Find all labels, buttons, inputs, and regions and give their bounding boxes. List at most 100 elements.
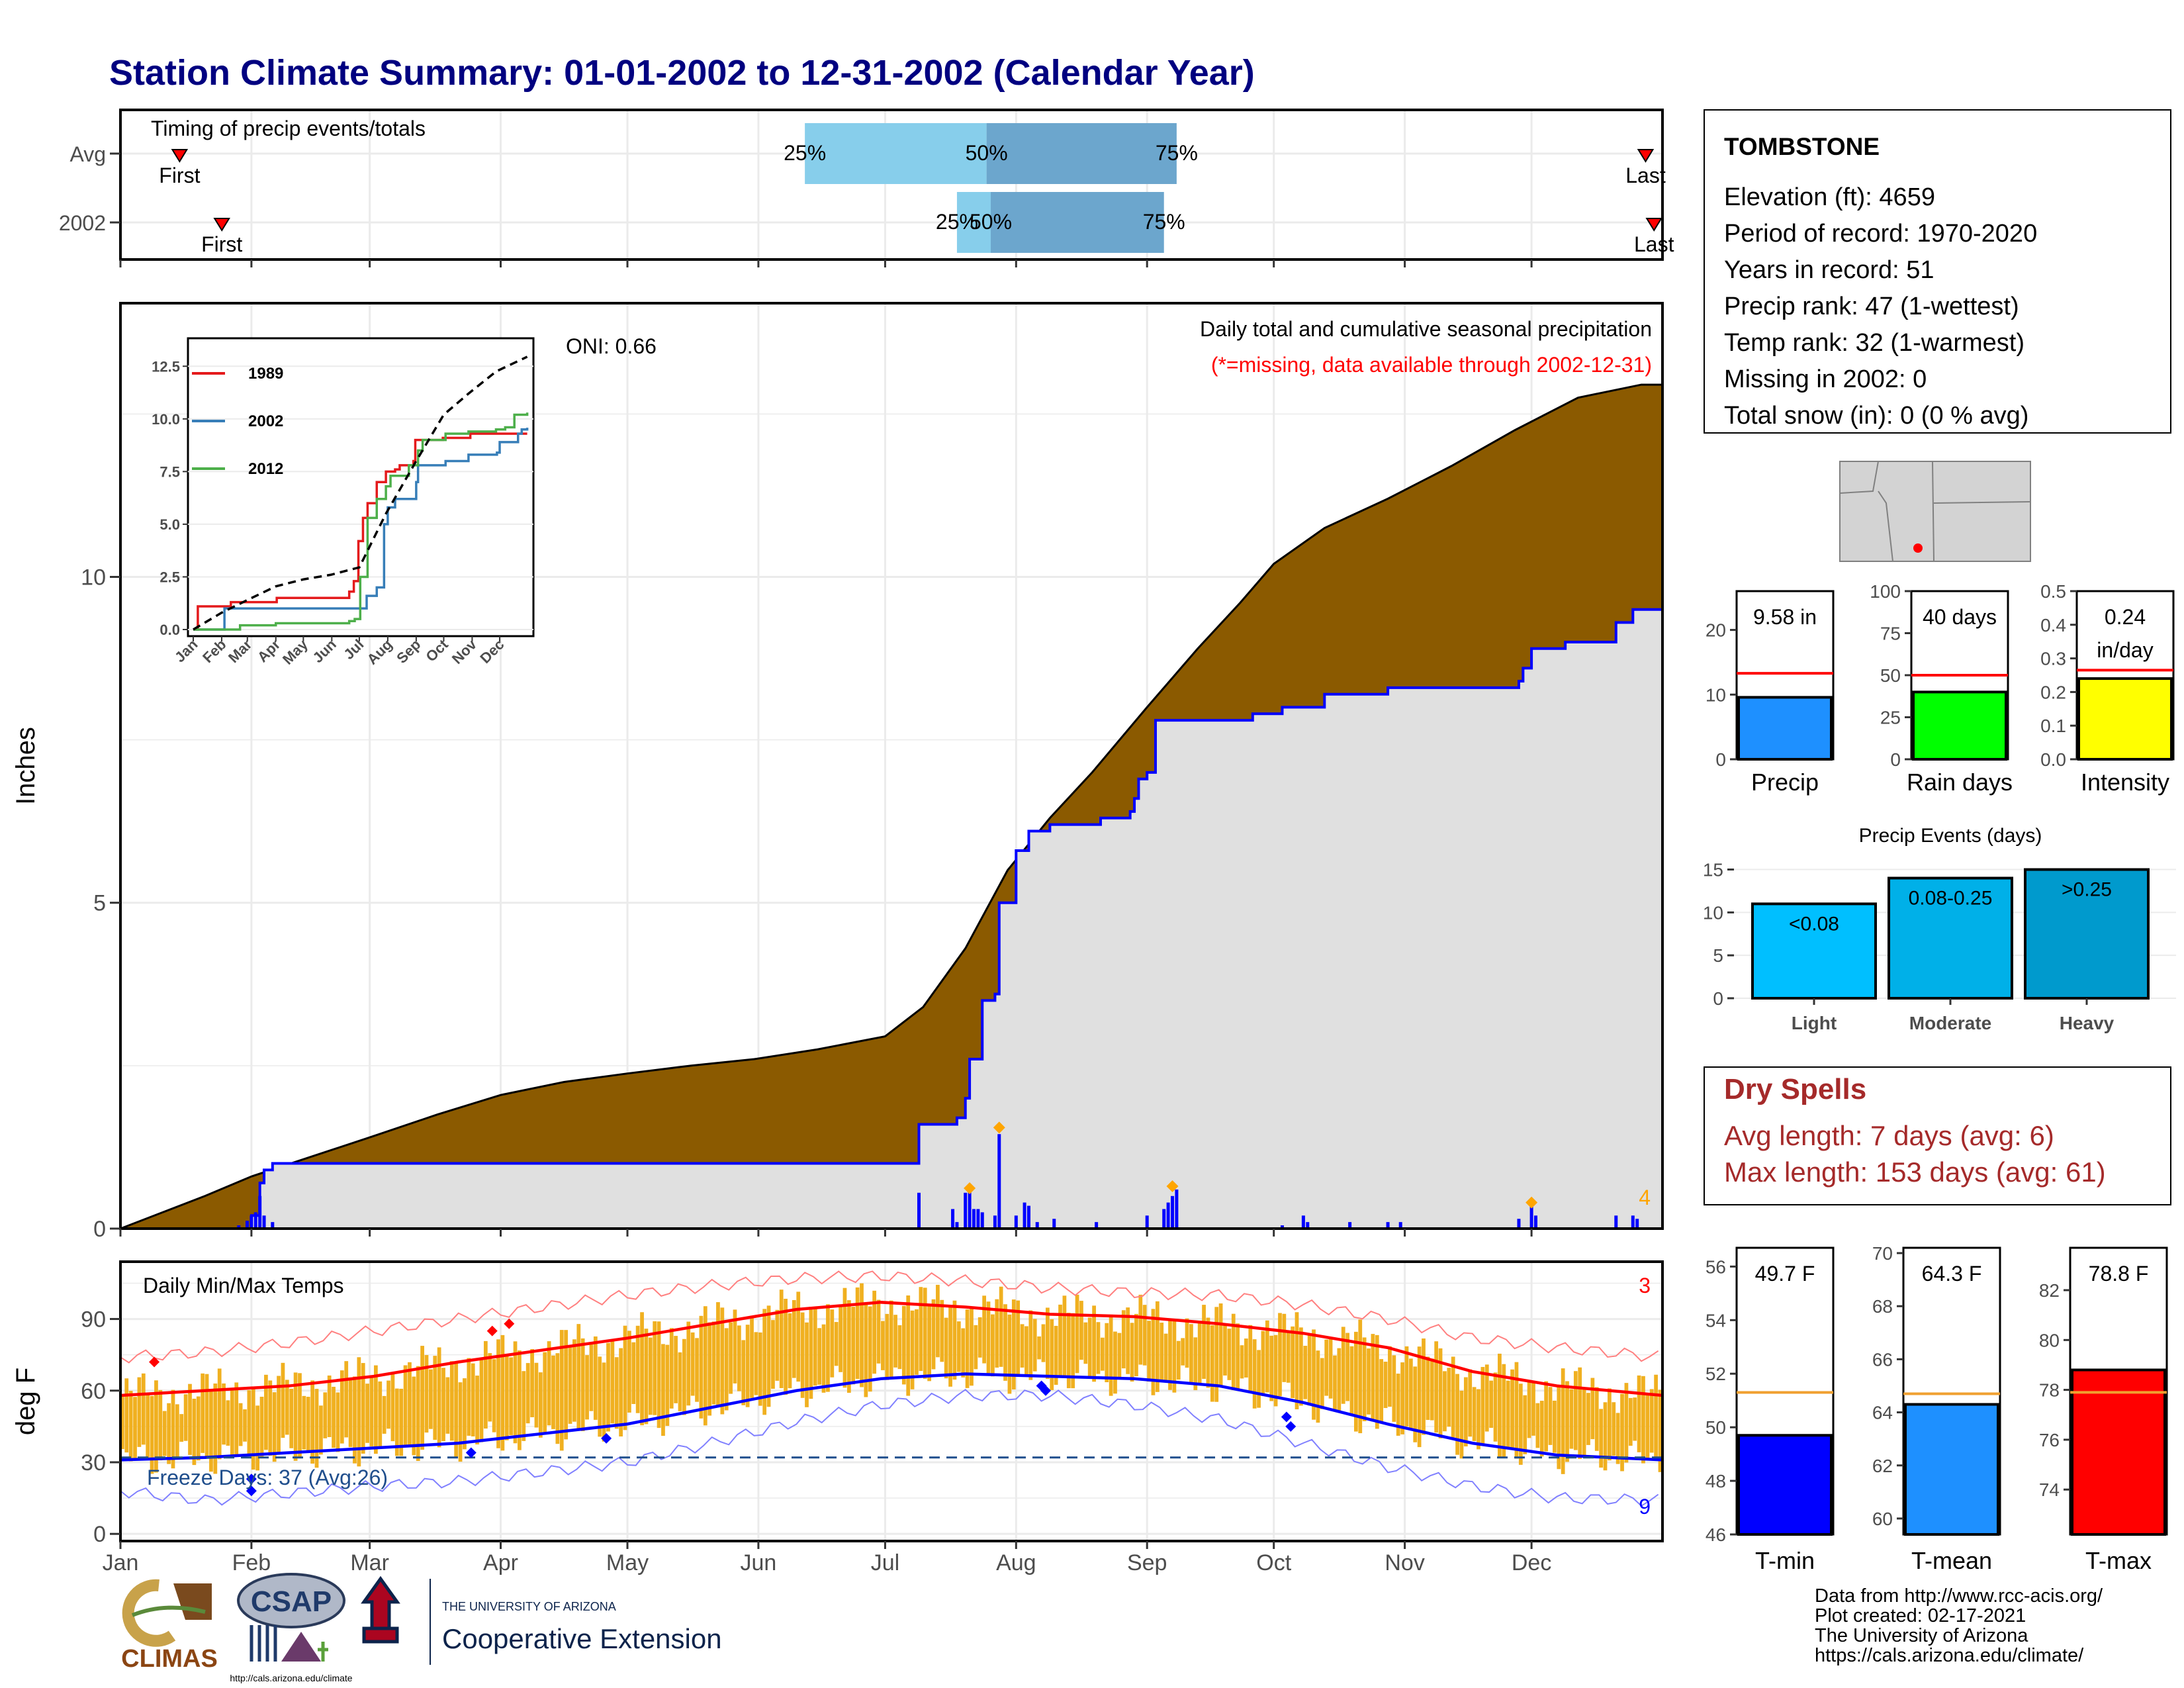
station-info-line: Missing in 2002: 0 <box>1724 365 1927 393</box>
daily-temp-bar <box>1278 1313 1282 1397</box>
temperature-summary-bars: 49.7 F T-min 46 48 50 52 54 56 64.3 F T-mean 60 62 6… <box>1706 1243 2168 1574</box>
record-low-marker <box>246 1485 257 1497</box>
daily-temp-bar <box>1083 1322 1088 1364</box>
logos: CLIMAS CSAP http://cals.arizona.edu/clim… <box>121 1573 722 1683</box>
timing-p75-label: 75% <box>1156 141 1198 165</box>
record-high-marker <box>486 1325 498 1336</box>
daily-temp-bar <box>551 1355 555 1429</box>
daily-temp-bar <box>872 1290 877 1374</box>
daily-temp-bar <box>137 1377 142 1447</box>
daily-temp-bar <box>1244 1338 1248 1378</box>
last-event-marker <box>1645 218 1663 232</box>
daily-temp-bar <box>522 1371 526 1441</box>
month-label: Apr <box>483 1550 518 1575</box>
daily-temp-bar <box>1523 1395 1527 1454</box>
timing-bar-lower <box>956 192 991 253</box>
daily-temp-bar <box>1447 1368 1451 1427</box>
daily-temp-bar <box>1261 1331 1265 1397</box>
daily-temp-bar <box>919 1287 923 1372</box>
daily-temp-bar <box>1400 1362 1404 1434</box>
timing-bar-upper <box>991 192 1164 253</box>
daily-precip-bar <box>1529 1202 1533 1229</box>
inset-y-label: 12.5 <box>152 358 180 375</box>
daily-temp-bar <box>1426 1356 1430 1421</box>
daily-temp-bar <box>1628 1397 1633 1446</box>
daily-temp-bar <box>931 1299 936 1370</box>
csap-logo: CSAP http://cals.arizona.edu/climate <box>230 1573 353 1683</box>
daily-temp-bar <box>674 1336 678 1403</box>
daily-temp-bar <box>653 1321 657 1415</box>
daily-temp-bar <box>923 1288 927 1379</box>
daily-temp-bar <box>293 1372 298 1461</box>
daily-temp-bar <box>897 1325 902 1370</box>
first-event-marker <box>213 218 230 232</box>
daily-temp-bar <box>1193 1337 1198 1391</box>
daily-temp-bar <box>234 1382 239 1457</box>
daily-temp-bar <box>1189 1324 1193 1383</box>
daily-temp-bar <box>830 1309 835 1378</box>
daily-precip-bar <box>1175 1189 1179 1229</box>
daily-temp-bar <box>1573 1371 1578 1450</box>
daily-temp-bar <box>1341 1327 1345 1404</box>
daily-temp-bar <box>492 1359 496 1432</box>
daily-temp-bar <box>1307 1335 1312 1406</box>
record-low-marker <box>1281 1411 1292 1423</box>
precip-axis-label: Precip <box>1751 769 1819 796</box>
daily-temp-bar <box>538 1372 543 1438</box>
precip-bar <box>1737 696 1833 761</box>
daily-temp-bar <box>336 1392 340 1452</box>
daily-temp-bar <box>1016 1300 1021 1374</box>
location-map <box>1839 461 2031 562</box>
daily-temp-bar <box>864 1304 868 1397</box>
daily-temp-bar <box>1417 1346 1422 1448</box>
daily-temp-bar <box>1565 1381 1569 1462</box>
daily-temp-bar <box>1333 1355 1337 1411</box>
temp-bar-tick-label: 50 <box>1706 1417 1726 1438</box>
daily-temp-bar <box>183 1394 188 1441</box>
daily-temp-bar <box>982 1295 986 1364</box>
daily-temp-bar <box>1007 1314 1012 1394</box>
daily-temp-bar <box>944 1317 948 1379</box>
daily-temp-bar <box>1066 1313 1071 1389</box>
event-bar-label: 0.08-0.25 <box>1909 888 1993 910</box>
daily-temp-bar <box>1594 1387 1599 1451</box>
daily-temp-bar <box>813 1307 817 1386</box>
daily-temp-bar <box>627 1331 631 1413</box>
daily-temp-bar <box>1328 1338 1333 1399</box>
daily-precip-bar <box>1095 1222 1099 1229</box>
temp-bar-tick-label: 64 <box>1872 1403 1893 1423</box>
daily-temp-bar <box>1451 1356 1455 1438</box>
daily-temp-bar <box>842 1288 847 1388</box>
daily-temp-bar <box>750 1315 754 1398</box>
inset-legend-label: 2002 <box>248 412 283 430</box>
events-title: Precip Events (days) <box>1859 825 2042 847</box>
daily-temp-bar <box>281 1362 285 1438</box>
mini-bar-tick-label: 0.4 <box>2040 615 2066 635</box>
daily-temp-bar <box>1151 1309 1156 1395</box>
inset-average-line <box>193 355 528 631</box>
daily-temp-bar <box>855 1287 860 1380</box>
temp-y-tick-label: 30 <box>81 1450 106 1476</box>
source-line: Plot created: 02-17-2021 <box>1815 1605 2026 1626</box>
daily-temp-bar <box>272 1392 277 1462</box>
daily-temp-bar <box>251 1389 255 1470</box>
daily-temp-bar <box>1413 1366 1418 1442</box>
daily-precip-bar <box>1023 1202 1026 1229</box>
daily-temp-bar <box>449 1361 454 1441</box>
events-y-label: 5 <box>1713 945 1723 966</box>
rain-days-axis-label: Rain days <box>1907 769 2013 796</box>
daily-temp-bar <box>1633 1397 1637 1441</box>
daily-temp-bar <box>580 1338 585 1432</box>
daily-temp-bar <box>901 1305 906 1385</box>
daily-precip-bar <box>955 1222 959 1229</box>
daily-precip-bar <box>1026 1205 1030 1229</box>
daily-precip-bar <box>1631 1215 1635 1229</box>
daily-temp-bar <box>1320 1358 1324 1409</box>
daily-temp-bar <box>268 1380 273 1456</box>
dry-spells-box: Dry Spells Avg length: 7 days (avg: 6) M… <box>1704 1066 2171 1205</box>
daily-temp-bar <box>399 1388 404 1456</box>
timing-row-label: 2002 <box>59 211 106 235</box>
daily-temp-bar <box>1079 1301 1083 1360</box>
daily-temp-bar <box>1375 1335 1379 1429</box>
daily-temp-bar <box>217 1368 222 1460</box>
